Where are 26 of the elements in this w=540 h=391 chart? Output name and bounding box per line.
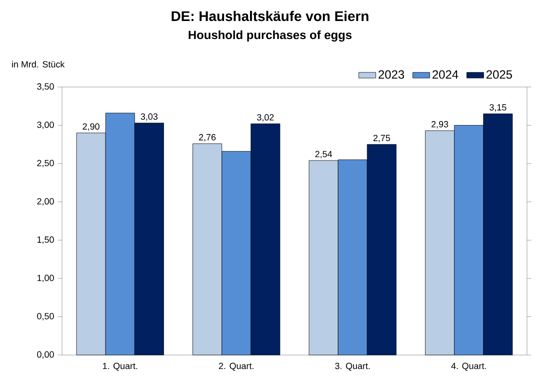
x-tick-label: 2. Quart. — [218, 362, 254, 371]
x-tick-label: 1. Quart. — [102, 362, 138, 371]
y-tick-label: 2,00 — [37, 198, 54, 206]
y-tick-label: 3,00 — [37, 122, 54, 129]
y-tick-label: 1,50 — [37, 236, 54, 244]
data-label: 2,54 — [315, 150, 332, 158]
data-label: 2,76 — [199, 134, 216, 142]
chart-subtitle: Houshold purchases of eggs — [188, 30, 352, 42]
data-label: 3,03 — [140, 113, 158, 121]
x-tick-label: 4. Quart. — [451, 362, 486, 371]
data-label: 2,75 — [373, 134, 390, 142]
y-axis-title: in Mrd. Stück — [12, 60, 65, 68]
data-label: 3,02 — [257, 114, 274, 122]
y-tick-label: 1,00 — [37, 274, 54, 282]
y-tick-label: 0,00 — [37, 351, 54, 359]
legend-label: 2023 — [378, 70, 404, 79]
data-label: 3,15 — [490, 104, 506, 112]
legend-label: 2025 — [486, 70, 512, 79]
data-label: 2,90 — [82, 123, 100, 131]
y-tick-label: 3,50 — [37, 83, 54, 91]
data-label: 2,93 — [432, 121, 448, 128]
chart-title: DE: Haushaltskäufe von Eiern — [172, 10, 368, 22]
y-tick-label: 2,50 — [37, 160, 54, 168]
x-tick-label: 3. Quart. — [335, 362, 370, 371]
y-tick-label: 0,50 — [37, 313, 54, 320]
legend-label: 2024 — [432, 70, 458, 79]
